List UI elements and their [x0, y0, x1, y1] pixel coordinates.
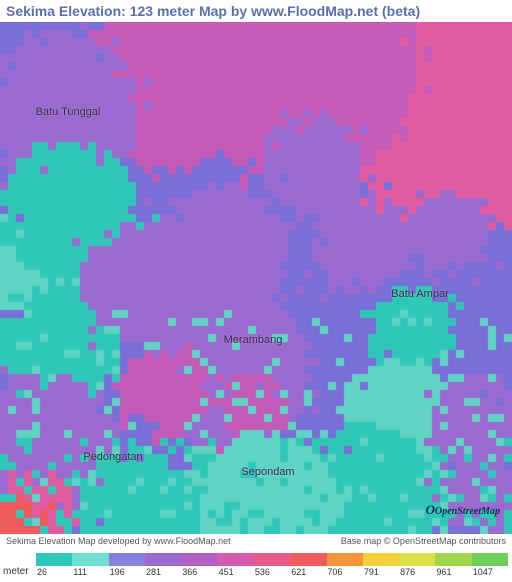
legend-swatch [145, 553, 181, 566]
legend-tick: 961 [435, 567, 471, 578]
legend-swatch [327, 553, 363, 566]
legend-swatch [363, 553, 399, 566]
legend-tick: 536 [254, 567, 290, 578]
legend-tick: 26 [36, 567, 72, 578]
legend-tick: 876 [399, 567, 435, 578]
legend-swatch [109, 553, 145, 566]
legend-swatch [181, 553, 217, 566]
legend-swatch [72, 553, 108, 566]
legend-swatch [435, 553, 471, 566]
legend-swatch [290, 553, 326, 566]
map-canvas [0, 22, 512, 534]
legend-swatch [472, 553, 508, 566]
legend-tick: 196 [109, 567, 145, 578]
credit-left: Sekima Elevation Map developed by www.Fl… [6, 536, 231, 546]
legend-tick: 366 [181, 567, 217, 578]
legend-tick: 281 [145, 567, 181, 578]
legend-unit: meter [3, 566, 29, 577]
elevation-legend: meter 2611119628136645153662170679187696… [0, 550, 512, 580]
page-title: Sekima Elevation: 123 meter Map by www.F… [0, 0, 512, 22]
legend-swatch [399, 553, 435, 566]
legend-tick: 706 [327, 567, 363, 578]
legend-tick: 451 [218, 567, 254, 578]
legend-swatch [218, 553, 254, 566]
footer: Sekima Elevation Map developed by www.Fl… [0, 534, 512, 582]
legend-tick: 791 [363, 567, 399, 578]
legend-tick: 111 [72, 567, 108, 578]
legend-swatch [254, 553, 290, 566]
credit-right: Base map © OpenStreetMap contributors [341, 536, 506, 546]
elevation-map: Batu TunggalBatu AmparMerambangPedongata… [0, 22, 512, 534]
legend-tick: 621 [290, 567, 326, 578]
legend-tick: 1047 [472, 567, 508, 578]
legend-swatch [36, 553, 72, 566]
osm-attribution: OOpenStreetMap [426, 502, 500, 518]
